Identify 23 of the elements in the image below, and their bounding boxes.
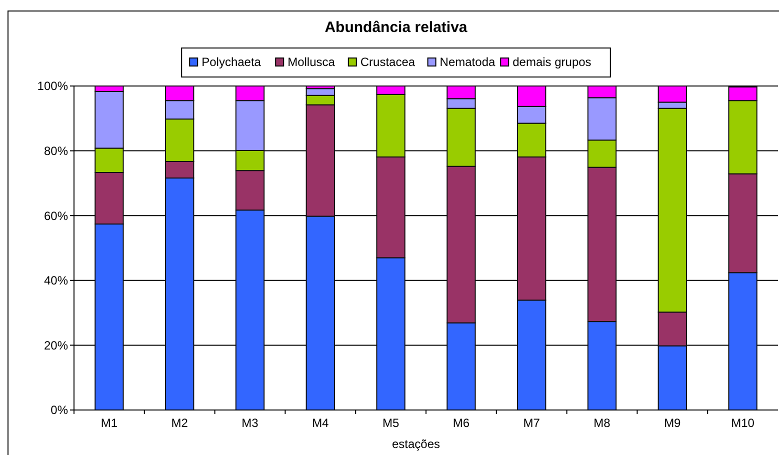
legend-label: Mollusca [288, 55, 336, 69]
y-tick-label: 20% [44, 338, 68, 352]
x-tick-label: M4 [312, 416, 330, 430]
y-tick-label: 80% [44, 144, 68, 158]
legend-label: Crustacea [360, 55, 416, 69]
x-tick-label: M9 [664, 416, 682, 430]
x-tick-label: M2 [171, 416, 188, 430]
x-axis-title: estações [392, 437, 440, 451]
chart-title: Abundância relativa [324, 19, 468, 36]
y-tick-label: 0% [50, 403, 68, 418]
y-tick-label: 100% [37, 79, 68, 94]
legend-label: demais grupos [512, 55, 592, 69]
y-tick-label: 40% [44, 274, 68, 288]
x-tick-label: M8 [594, 416, 611, 430]
x-tick-label: M10 [731, 416, 755, 430]
x-tick-label: M3 [242, 416, 259, 430]
legend-label: Polychaeta [202, 55, 262, 69]
x-tick-label: M7 [523, 416, 540, 430]
x-tick-label: M5 [382, 416, 400, 430]
x-tick-label: M6 [452, 416, 470, 430]
y-tick-label: 60% [44, 208, 68, 223]
legend-label: Nematoda [440, 55, 496, 69]
x-tick-label: M1 [100, 416, 118, 430]
